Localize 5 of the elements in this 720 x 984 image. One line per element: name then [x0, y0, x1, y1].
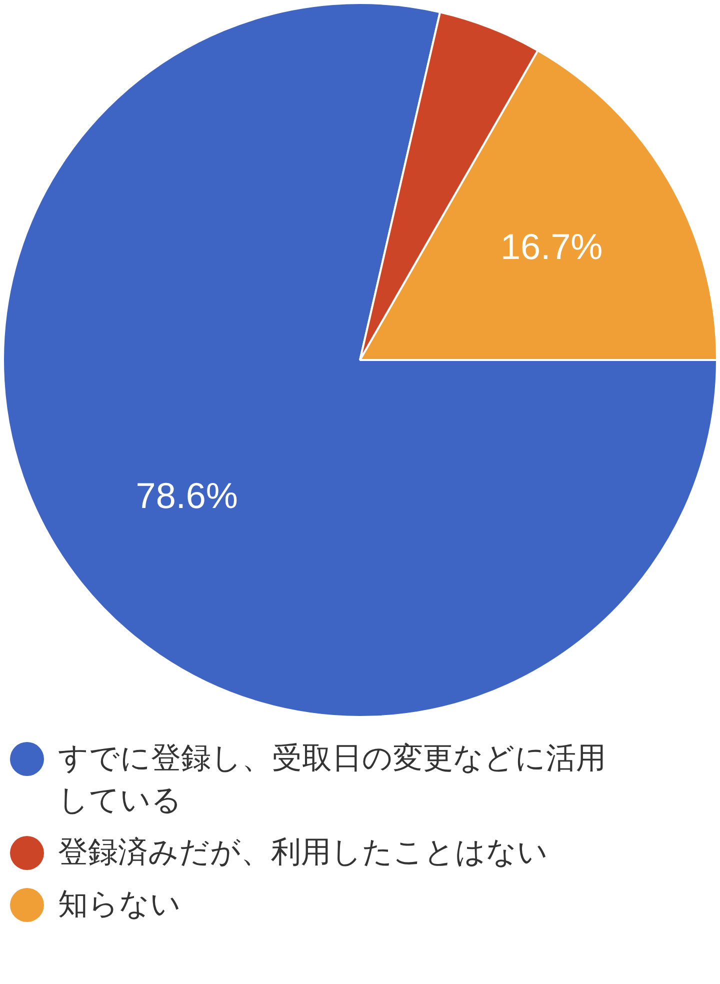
- slice-label: すでに登録し、受取日の変更などに活用している: [58, 740, 607, 820]
- legend-label: 知らない: [58, 886, 181, 924]
- data-label: 16.7%: [500, 226, 603, 268]
- legend-label: 登録済みだが、利用したことはない: [58, 834, 548, 872]
- data-label: 78.6%: [136, 474, 238, 516]
